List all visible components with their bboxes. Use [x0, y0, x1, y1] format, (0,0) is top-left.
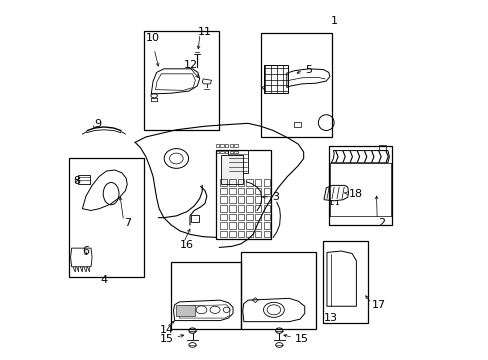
Bar [263, 222, 269, 229]
Bar [228, 222, 235, 229]
Bar [254, 179, 261, 186]
Bar [220, 197, 226, 203]
Bar [215, 150, 219, 153]
Text: 5: 5 [304, 64, 311, 75]
Text: 14: 14 [159, 325, 173, 334]
Bar [237, 197, 244, 203]
Bar [246, 197, 252, 203]
Bar [237, 231, 244, 237]
Text: 9: 9 [94, 119, 101, 129]
Bar [221, 155, 242, 184]
Bar [220, 150, 223, 153]
Bar [229, 150, 233, 153]
Text: 8: 8 [73, 176, 80, 186]
Bar [237, 188, 244, 194]
Bar [263, 231, 269, 237]
Text: 2: 2 [377, 218, 384, 228]
Bar [228, 188, 235, 194]
Bar [234, 150, 237, 153]
Text: 18: 18 [348, 189, 363, 199]
Bar [228, 205, 235, 212]
Bar [241, 252, 316, 329]
Bar [215, 144, 219, 147]
Bar [246, 205, 252, 212]
Text: 15: 15 [159, 333, 173, 343]
Bar [224, 144, 228, 147]
Bar [228, 231, 235, 237]
Text: 17: 17 [371, 300, 386, 310]
Text: 7: 7 [123, 218, 130, 228]
Text: 10: 10 [145, 33, 159, 43]
Bar [254, 222, 261, 229]
Bar [263, 214, 269, 220]
Bar [378, 145, 386, 150]
Bar [263, 188, 269, 194]
Bar [246, 214, 252, 220]
Bar [228, 149, 247, 173]
Bar [228, 214, 235, 220]
Text: 16: 16 [180, 240, 194, 250]
Bar [246, 188, 252, 194]
Bar [171, 262, 241, 329]
Bar [69, 158, 144, 277]
Bar [234, 144, 237, 147]
Bar [246, 231, 252, 237]
Bar [215, 149, 271, 239]
Bar [220, 144, 223, 147]
Bar [254, 205, 261, 212]
Bar [144, 31, 219, 130]
Bar [220, 205, 226, 212]
Bar [220, 214, 226, 220]
Bar [220, 231, 226, 237]
Bar [328, 146, 391, 225]
Bar [237, 214, 244, 220]
Bar [224, 150, 228, 153]
Text: 12: 12 [183, 59, 197, 69]
Bar [175, 305, 195, 316]
Bar [220, 222, 226, 229]
Text: 11: 11 [198, 27, 211, 37]
Bar [191, 215, 199, 222]
Bar [220, 179, 226, 186]
Bar [237, 222, 244, 229]
Text: 6: 6 [82, 246, 89, 256]
Bar [263, 197, 269, 203]
Text: 13: 13 [323, 313, 337, 323]
Bar [254, 188, 261, 194]
Bar [263, 205, 269, 212]
Bar [264, 64, 287, 93]
Bar [237, 205, 244, 212]
Bar [323, 241, 367, 323]
Bar [246, 222, 252, 229]
Bar [260, 33, 332, 137]
Bar [228, 197, 235, 203]
Bar [220, 188, 226, 194]
Bar [254, 197, 261, 203]
Bar [229, 144, 233, 147]
Text: 15: 15 [294, 333, 308, 343]
Bar [263, 179, 269, 186]
Text: 1: 1 [330, 17, 338, 27]
Bar [254, 214, 261, 220]
Bar [293, 122, 301, 127]
Bar [254, 231, 261, 237]
Text: 4: 4 [100, 275, 107, 285]
Bar [246, 179, 252, 186]
Bar [228, 179, 235, 186]
Text: 3: 3 [271, 192, 279, 202]
Bar [237, 179, 244, 186]
